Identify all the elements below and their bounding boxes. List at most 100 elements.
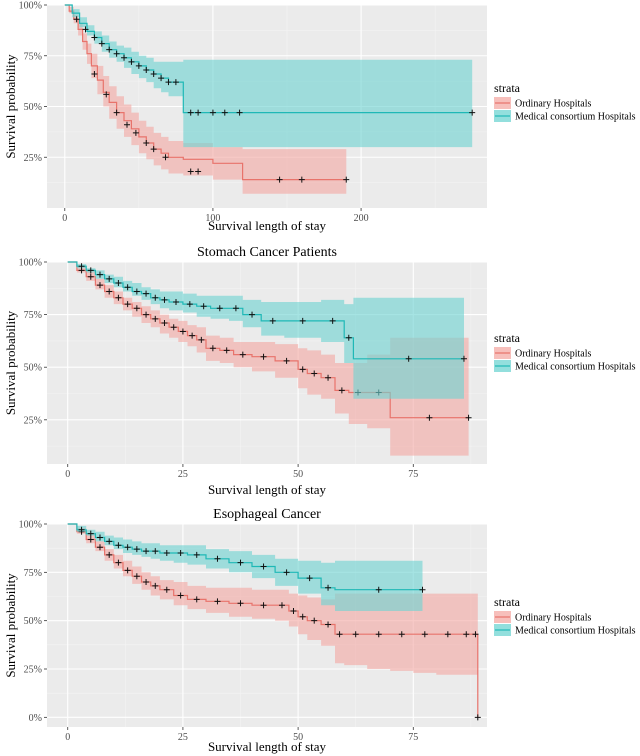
consortium-censor-mark xyxy=(121,54,128,61)
consortium-censor-mark xyxy=(345,334,352,341)
ordinary-censor-mark xyxy=(278,602,285,609)
consortium-censor-mark xyxy=(306,575,313,582)
ordinary-censor-mark xyxy=(177,592,184,599)
consortium-legend-label: Medical consortium Hospitals xyxy=(515,362,636,373)
ordinary-censor-mark xyxy=(152,582,159,589)
y-tick-label: 0% xyxy=(29,713,42,724)
ordinary-censor-mark xyxy=(189,332,196,339)
consortium-censor-mark xyxy=(187,109,194,116)
consortium-censor-mark xyxy=(200,303,207,310)
consortium-censor-mark xyxy=(299,317,306,324)
ordinary-legend-label: Ordinary Hospitals xyxy=(515,349,591,360)
consortium-censor-mark xyxy=(113,50,120,57)
ordinary-confidence-band xyxy=(67,262,469,456)
ordinary-censor-mark xyxy=(338,387,345,394)
consortium-censor-mark xyxy=(193,551,200,558)
ordinary-censor-mark xyxy=(170,324,177,331)
ordinary-censor-mark xyxy=(193,596,200,603)
ordinary-censor-mark xyxy=(214,598,221,605)
ordinary-censor-mark xyxy=(161,320,168,327)
y-tick-label: 25% xyxy=(24,665,42,676)
y-tick-label: 75% xyxy=(24,310,42,321)
ordinary-censor-mark xyxy=(143,140,150,147)
ordinary-censor-mark xyxy=(209,345,216,352)
ordinary-censor-mark xyxy=(474,714,481,721)
consortium-censor-mark xyxy=(232,305,239,312)
ordinary-survival-line xyxy=(64,4,347,181)
consortium-censor-mark xyxy=(165,79,172,86)
ordinary-censor-mark xyxy=(96,282,103,289)
consortium-censor-mark xyxy=(106,46,113,53)
consortium-censor-mark xyxy=(91,34,98,41)
ordinary-censor-mark xyxy=(96,544,103,551)
consortium-confidence-band xyxy=(64,5,473,148)
y-tick-label: 25% xyxy=(24,153,42,164)
y-tick-label: 100% xyxy=(19,1,42,12)
ordinary-censor-mark xyxy=(325,621,332,628)
consortium-censor-mark xyxy=(460,355,467,362)
chart-title: Stomach Cancer Patients xyxy=(197,245,337,260)
ordinary-censor-mark xyxy=(352,631,359,638)
ordinary-censor-mark xyxy=(299,366,306,373)
ordinary-censor-mark xyxy=(113,109,120,116)
y-tick-label: 75% xyxy=(24,51,42,62)
ordinary-censor-mark xyxy=(115,294,122,301)
ordinary-censor-mark xyxy=(106,551,113,558)
ordinary-censor-mark xyxy=(87,536,94,543)
consortium-censor-mark xyxy=(195,109,202,116)
consortium-censor-mark xyxy=(216,305,223,312)
y-axis-title: Survival probability xyxy=(3,573,18,678)
consortium-censor-mark xyxy=(236,109,243,116)
consortium-censor-mark xyxy=(150,71,157,78)
consortium-censor-mark xyxy=(98,40,105,47)
ordinary-legend-label: Ordinary Hospitals xyxy=(515,99,591,110)
ordinary-censor-mark xyxy=(343,176,350,183)
y-tick-label: 75% xyxy=(24,568,42,579)
consortium-censor-mark xyxy=(133,546,140,553)
chart-panel-overall: 0 100 200 25% 50% 75% 100% Survival length of s… xyxy=(3,1,636,234)
consortium-censor-mark xyxy=(133,288,140,295)
consortium-censor-mark xyxy=(249,311,256,318)
ordinary-censor-mark xyxy=(444,631,451,638)
consortium-censor-mark xyxy=(82,26,89,33)
consortium-censor-mark xyxy=(173,298,180,305)
ordinary-censor-mark xyxy=(311,370,318,377)
ordinary-censor-mark xyxy=(398,631,405,638)
consortium-censor-mark xyxy=(96,271,103,278)
x-tick-label: 50 xyxy=(293,469,303,480)
consortium-censor-mark xyxy=(87,267,94,274)
x-tick-label: 0 xyxy=(62,213,67,224)
x-tick-label: 75 xyxy=(408,469,418,480)
consortium-censor-mark xyxy=(73,16,80,23)
consortium-censor-mark xyxy=(124,284,131,291)
consortium-censor-mark xyxy=(135,62,142,69)
ordinary-censor-mark xyxy=(299,613,306,620)
consortium-censor-mark xyxy=(161,296,168,303)
consortium-censor-mark xyxy=(87,530,94,537)
ordinary-censor-mark xyxy=(472,631,479,638)
ordinary-censor-mark xyxy=(283,357,290,364)
x-tick-label: 25 xyxy=(178,469,188,480)
ordinary-censor-mark xyxy=(421,631,428,638)
consortium-confidence-band xyxy=(67,524,423,611)
consortium-censor-mark xyxy=(237,559,244,566)
ordinary-censor-mark xyxy=(239,351,246,358)
ordinary-censor-mark xyxy=(150,146,157,153)
ordinary-censor-mark xyxy=(91,71,98,78)
ordinary-censor-mark xyxy=(325,374,332,381)
consortium-censor-mark xyxy=(260,563,267,570)
consortium-censor-mark xyxy=(124,544,131,551)
consortium-censor-mark xyxy=(106,538,113,545)
ordinary-censor-mark xyxy=(336,631,343,638)
x-tick-label: 0 xyxy=(65,469,70,480)
ordinary-confidence-band xyxy=(64,5,347,194)
ordinary-censor-mark xyxy=(463,631,470,638)
consortium-censor-mark xyxy=(78,526,85,533)
x-tick-label: 75 xyxy=(408,732,418,743)
ordinary-censor-mark xyxy=(124,121,130,128)
x-tick-label: 0 xyxy=(65,732,70,743)
y-tick-label: 100% xyxy=(19,520,42,531)
consortium-censor-mark xyxy=(469,109,476,116)
consortium-censor-mark xyxy=(96,534,103,541)
consortium-censor-mark xyxy=(158,75,165,82)
